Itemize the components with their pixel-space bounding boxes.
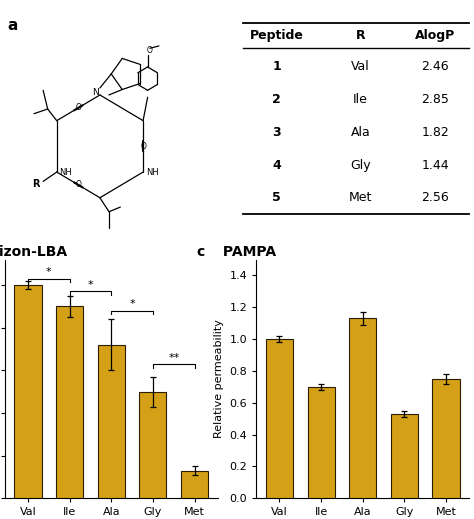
Text: Ile: Ile — [353, 93, 368, 106]
Text: 2.85: 2.85 — [421, 93, 449, 106]
Text: 5: 5 — [272, 191, 281, 204]
Bar — [139, 392, 166, 498]
Bar — [14, 285, 42, 498]
Text: NH: NH — [146, 168, 158, 176]
Text: 2.46: 2.46 — [421, 60, 449, 74]
Text: **: ** — [168, 353, 179, 363]
Text: Horizon-LBA: Horizon-LBA — [0, 245, 67, 259]
Text: Gly: Gly — [350, 158, 371, 172]
Text: O: O — [140, 142, 146, 151]
Bar — [56, 306, 83, 498]
Bar — [181, 471, 208, 498]
Text: Peptide: Peptide — [250, 29, 303, 42]
Bar — [98, 345, 125, 498]
Text: 1.44: 1.44 — [421, 158, 449, 172]
Text: *: * — [129, 299, 135, 309]
Text: 2.56: 2.56 — [421, 191, 449, 204]
Text: R: R — [33, 179, 40, 189]
Text: R: R — [356, 29, 365, 42]
Bar — [432, 379, 460, 498]
Text: NH: NH — [59, 168, 72, 176]
Bar — [266, 339, 293, 498]
Text: 3: 3 — [273, 126, 281, 139]
Text: O: O — [147, 46, 153, 55]
Y-axis label: Relative permeability: Relative permeability — [214, 319, 224, 439]
Text: O: O — [75, 103, 81, 112]
Text: 1.82: 1.82 — [421, 126, 449, 139]
Text: c: c — [197, 245, 205, 259]
Text: PAMPA: PAMPA — [218, 245, 276, 259]
Text: *: * — [88, 280, 93, 290]
Text: AlogP: AlogP — [415, 29, 456, 42]
Text: Met: Met — [349, 191, 372, 204]
Text: 1: 1 — [272, 60, 281, 74]
Text: N: N — [92, 88, 99, 97]
Text: 2: 2 — [272, 93, 281, 106]
Bar — [349, 318, 376, 498]
Bar — [391, 414, 418, 498]
Text: a: a — [7, 18, 18, 33]
Bar — [308, 387, 335, 498]
Text: Ala: Ala — [351, 126, 370, 139]
Text: Val: Val — [351, 60, 370, 74]
Text: O: O — [75, 181, 81, 189]
Text: *: * — [46, 267, 52, 278]
Text: 4: 4 — [272, 158, 281, 172]
